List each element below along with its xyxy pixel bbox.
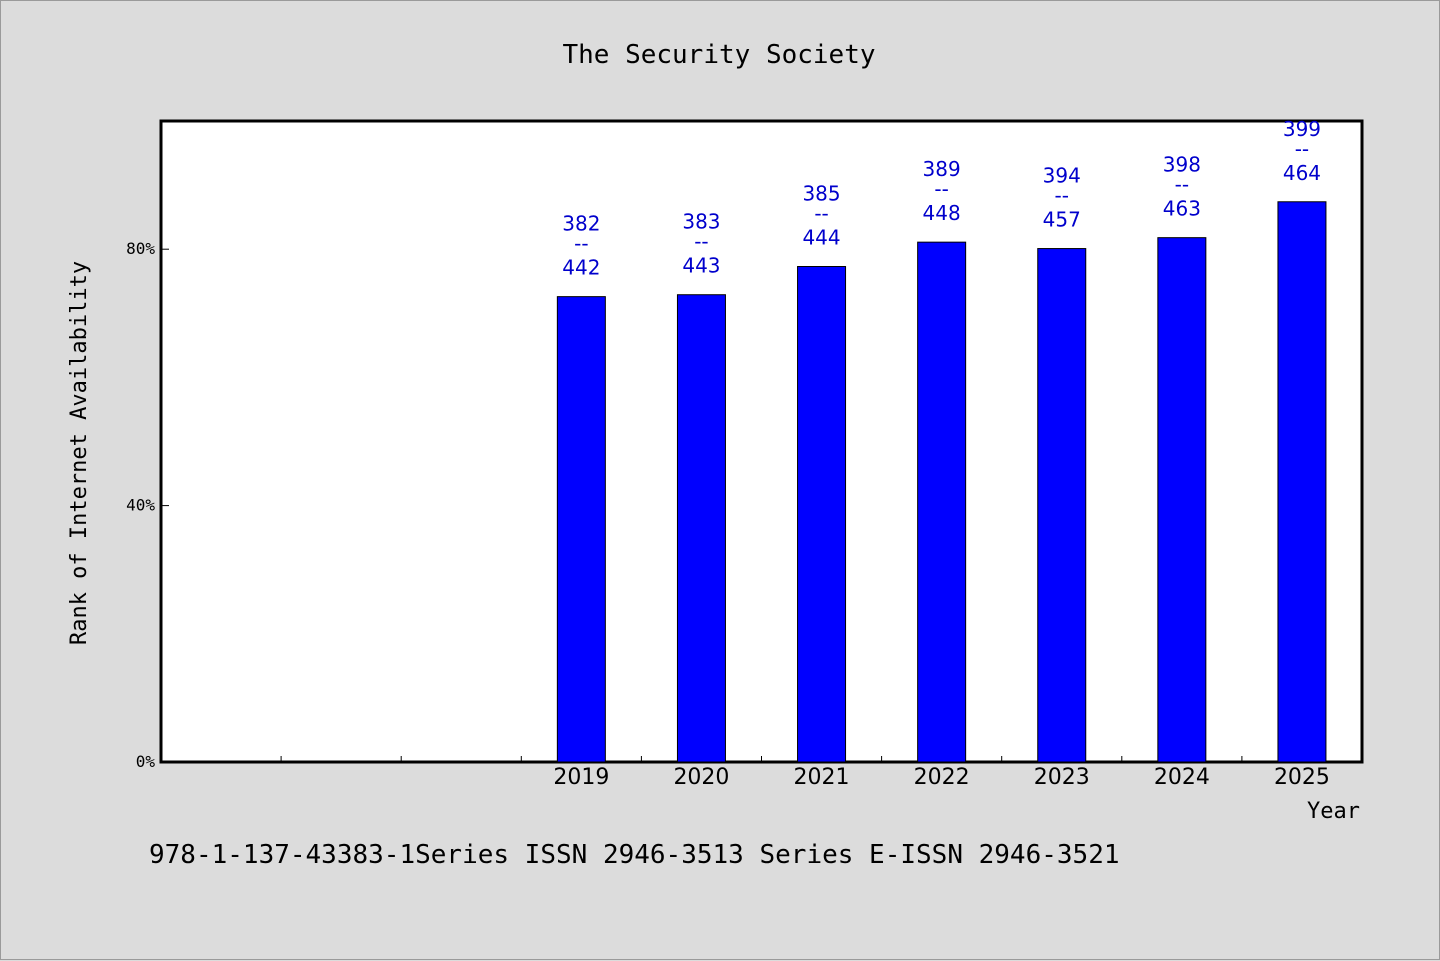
category-labels-group: 2019 2020 2021 2022 2023 2024 2025	[553, 765, 1330, 790]
data-label-sep: --	[1055, 184, 1069, 208]
y-axis-ticks: 0% 40% 80%	[126, 239, 169, 771]
data-label-top: 382	[562, 212, 600, 236]
x-tick-label: 2025	[1274, 765, 1330, 790]
data-label-bottom: 448	[923, 201, 961, 225]
data-label-bottom: 457	[1043, 208, 1081, 232]
x-axis-ticks	[280, 756, 1243, 762]
data-label-sep: --	[1175, 173, 1189, 197]
bar-2019	[556, 296, 606, 763]
data-label-top: 385	[802, 182, 840, 206]
y-tick-label: 0%	[136, 752, 156, 771]
bar-2021	[797, 266, 847, 763]
bars-group	[556, 201, 1327, 763]
data-label-sep: --	[934, 177, 948, 201]
x-tick-label: 2020	[673, 765, 729, 790]
y-tick-label: 80%	[126, 239, 155, 258]
data-label-sep: --	[694, 230, 708, 254]
data-labels-group: 382--442383--443385--444389--448394--457…	[562, 117, 1321, 280]
x-axis-label: Year	[1307, 799, 1360, 824]
x-tick-label: 2021	[794, 765, 850, 790]
x-tick-label: 2024	[1154, 765, 1210, 790]
data-label-bottom: 444	[802, 226, 840, 250]
x-tick-label: 2019	[553, 765, 609, 790]
data-label-bottom: 464	[1283, 161, 1321, 185]
y-tick-label: 40%	[126, 496, 155, 515]
x-tick-label: 2022	[914, 765, 970, 790]
data-label-sep: --	[1295, 137, 1309, 161]
data-label-top: 394	[1043, 164, 1081, 188]
bar-2023	[1037, 248, 1087, 763]
bar-2022	[917, 241, 967, 763]
data-label-bottom: 463	[1163, 197, 1201, 221]
data-label-sep: --	[574, 232, 588, 256]
data-label-top: 398	[1163, 153, 1201, 177]
data-label-top: 389	[923, 157, 961, 181]
data-label-top: 383	[682, 210, 720, 234]
x-tick-label: 2023	[1034, 765, 1090, 790]
data-label-bottom: 442	[562, 256, 600, 280]
y-axis-label: Rank of Internet Availability	[67, 261, 92, 645]
bar-2025	[1277, 201, 1327, 763]
data-label-top: 399	[1283, 117, 1321, 141]
bar-2020	[676, 294, 726, 763]
bar-2024	[1157, 237, 1207, 763]
data-label-bottom: 443	[682, 254, 720, 278]
footer-identifiers: 978-1-137-43383-1Series ISSN 2946-3513 S…	[149, 840, 1120, 870]
chart-title: The Security Society	[562, 40, 875, 70]
data-label-sep: --	[814, 202, 828, 226]
